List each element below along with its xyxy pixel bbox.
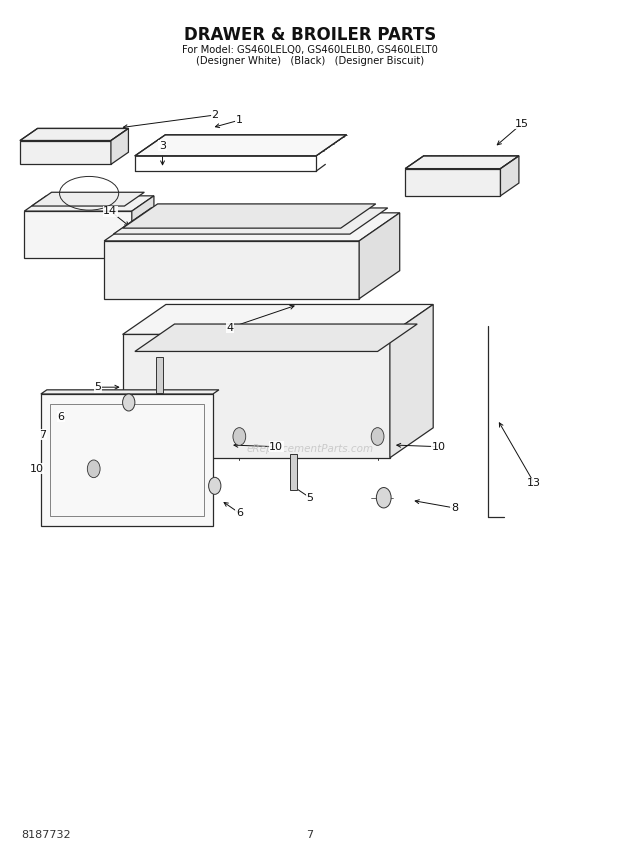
Circle shape [208, 478, 221, 494]
Text: eReplacementParts.com: eReplacementParts.com [246, 444, 374, 455]
Circle shape [123, 394, 135, 411]
Polygon shape [123, 305, 433, 335]
Polygon shape [500, 156, 519, 196]
Text: 15: 15 [515, 118, 529, 128]
Text: 3: 3 [159, 140, 166, 151]
Polygon shape [20, 140, 111, 164]
Polygon shape [135, 324, 417, 352]
Polygon shape [390, 305, 433, 458]
Polygon shape [104, 213, 400, 241]
Polygon shape [156, 358, 163, 393]
Text: (Designer White)   (Black)   (Designer Biscuit): (Designer White) (Black) (Designer Biscu… [196, 56, 424, 66]
Polygon shape [20, 128, 128, 140]
Text: 10: 10 [30, 464, 43, 474]
Text: For Model: GS460LELQ0, GS460LELB0, GS460LELT0: For Model: GS460LELQ0, GS460LELB0, GS460… [182, 45, 438, 55]
Polygon shape [41, 389, 219, 394]
Text: DRAWER & BROILER PARTS: DRAWER & BROILER PARTS [184, 26, 436, 45]
Polygon shape [405, 169, 500, 196]
Polygon shape [123, 204, 376, 229]
Polygon shape [24, 211, 132, 258]
Polygon shape [24, 196, 154, 211]
Polygon shape [104, 241, 359, 299]
Circle shape [87, 460, 100, 478]
Text: 6: 6 [236, 508, 243, 518]
Polygon shape [290, 455, 297, 490]
Polygon shape [135, 134, 347, 156]
Text: 2: 2 [211, 110, 218, 120]
Text: 6: 6 [58, 412, 64, 422]
Circle shape [376, 488, 391, 508]
Polygon shape [123, 335, 390, 458]
Text: 8: 8 [451, 503, 458, 513]
Polygon shape [113, 208, 388, 234]
Text: 10: 10 [432, 442, 446, 452]
Text: 13: 13 [527, 479, 541, 488]
Polygon shape [405, 156, 519, 169]
Polygon shape [111, 128, 128, 164]
Text: 5: 5 [94, 382, 102, 392]
Polygon shape [132, 196, 154, 258]
Polygon shape [359, 213, 400, 299]
Text: 10: 10 [269, 442, 283, 452]
Text: 4: 4 [226, 323, 234, 333]
Text: 7: 7 [39, 430, 46, 440]
Text: 1: 1 [236, 116, 243, 125]
Polygon shape [32, 193, 144, 206]
Text: 5: 5 [306, 493, 314, 502]
Circle shape [233, 428, 246, 445]
Text: 8187732: 8187732 [21, 829, 71, 840]
Circle shape [371, 428, 384, 445]
Text: 7: 7 [306, 829, 314, 840]
Text: 14: 14 [104, 206, 117, 216]
Polygon shape [41, 394, 213, 526]
